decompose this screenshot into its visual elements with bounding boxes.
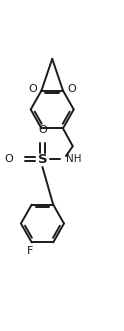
Text: O: O [38, 125, 47, 135]
Text: O: O [5, 154, 14, 164]
Text: O: O [29, 84, 38, 94]
Text: F: F [27, 246, 33, 256]
Text: NH: NH [66, 154, 81, 164]
Text: S: S [38, 153, 47, 166]
Text: O: O [67, 84, 76, 94]
